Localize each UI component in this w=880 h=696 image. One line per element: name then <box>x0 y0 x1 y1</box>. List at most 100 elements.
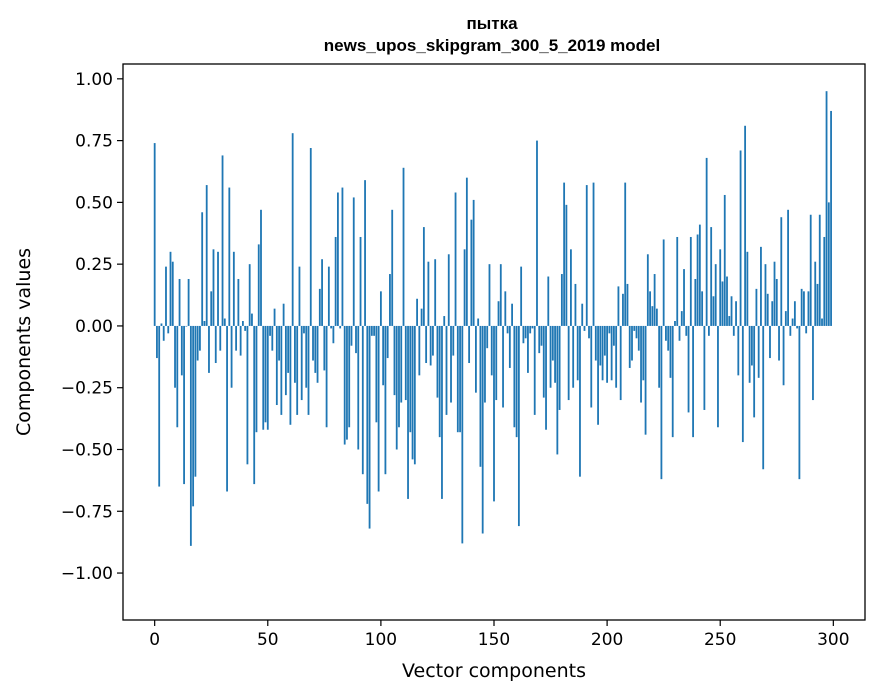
bar <box>721 281 724 326</box>
bar <box>495 325 498 401</box>
bar <box>703 325 706 410</box>
bar <box>373 325 376 336</box>
bar <box>262 325 265 430</box>
bar <box>581 303 584 326</box>
bar <box>226 325 228 492</box>
bar <box>199 325 201 351</box>
bar <box>755 288 758 326</box>
bar <box>382 325 385 386</box>
bar <box>393 325 396 396</box>
bar <box>665 325 667 341</box>
bar <box>565 204 568 326</box>
bar <box>615 325 618 388</box>
bar <box>312 325 314 361</box>
bar <box>655 308 658 326</box>
bar <box>479 325 482 467</box>
bar <box>404 325 407 401</box>
bar <box>640 325 642 403</box>
bar <box>436 325 439 398</box>
bar <box>391 209 394 326</box>
bar <box>687 325 690 413</box>
bar <box>318 288 321 326</box>
bar <box>300 325 303 401</box>
bar <box>508 325 511 368</box>
bar <box>782 325 785 386</box>
bar <box>348 325 351 428</box>
bar <box>422 227 425 326</box>
bar <box>475 325 477 393</box>
bar <box>780 217 783 326</box>
bar <box>728 316 731 326</box>
bar <box>375 325 378 423</box>
bar <box>490 325 493 376</box>
bar <box>429 325 432 366</box>
y-tick-label: 0.00 <box>75 317 113 337</box>
bar <box>316 325 319 383</box>
bar <box>601 325 604 381</box>
bar <box>357 325 360 450</box>
bar <box>167 325 170 334</box>
bar <box>271 325 274 351</box>
bar <box>649 291 651 326</box>
bar <box>576 325 579 381</box>
bar <box>171 261 174 326</box>
y-tick-label: −1.00 <box>61 564 113 584</box>
bar <box>753 325 756 418</box>
bar <box>339 325 342 329</box>
y-tick-label: 0.25 <box>75 255 113 275</box>
x-tick-label: 150 <box>478 630 510 650</box>
bar <box>201 212 204 326</box>
bar <box>769 325 771 359</box>
bar <box>456 325 459 433</box>
bar <box>162 325 165 341</box>
bar <box>816 283 819 326</box>
bar <box>477 318 480 326</box>
bar <box>624 182 627 326</box>
bar <box>153 143 156 326</box>
bar <box>205 185 208 326</box>
bar <box>196 325 199 361</box>
bar <box>793 301 796 326</box>
bar <box>735 301 737 326</box>
bar <box>520 266 523 326</box>
bar <box>183 325 185 485</box>
bar <box>635 325 638 339</box>
bar <box>368 325 371 529</box>
bar <box>450 325 452 403</box>
bar <box>610 325 613 381</box>
bar <box>773 261 776 326</box>
bar <box>827 202 830 326</box>
bar <box>441 325 443 499</box>
bar <box>165 266 167 326</box>
bar <box>818 214 821 326</box>
bar <box>597 325 599 425</box>
bar <box>726 276 728 326</box>
bar <box>255 325 258 433</box>
bar <box>775 278 778 326</box>
bar <box>678 325 681 341</box>
bar <box>619 325 622 401</box>
bar <box>420 308 423 326</box>
bar <box>176 325 179 428</box>
bar <box>667 325 670 351</box>
bar <box>287 325 290 373</box>
bar <box>590 325 593 408</box>
bar <box>452 325 455 356</box>
bar <box>241 321 244 326</box>
bar <box>434 259 437 326</box>
bar <box>228 187 231 326</box>
bar <box>214 325 217 364</box>
bar <box>791 318 794 326</box>
bar <box>160 323 163 326</box>
bar <box>536 140 538 326</box>
bar <box>803 291 805 326</box>
bar <box>264 325 267 423</box>
bar <box>757 325 760 378</box>
bar <box>294 325 296 383</box>
bar <box>386 325 389 359</box>
bar <box>212 249 215 326</box>
bar <box>608 325 611 334</box>
bar <box>689 236 692 326</box>
bar <box>465 177 468 326</box>
